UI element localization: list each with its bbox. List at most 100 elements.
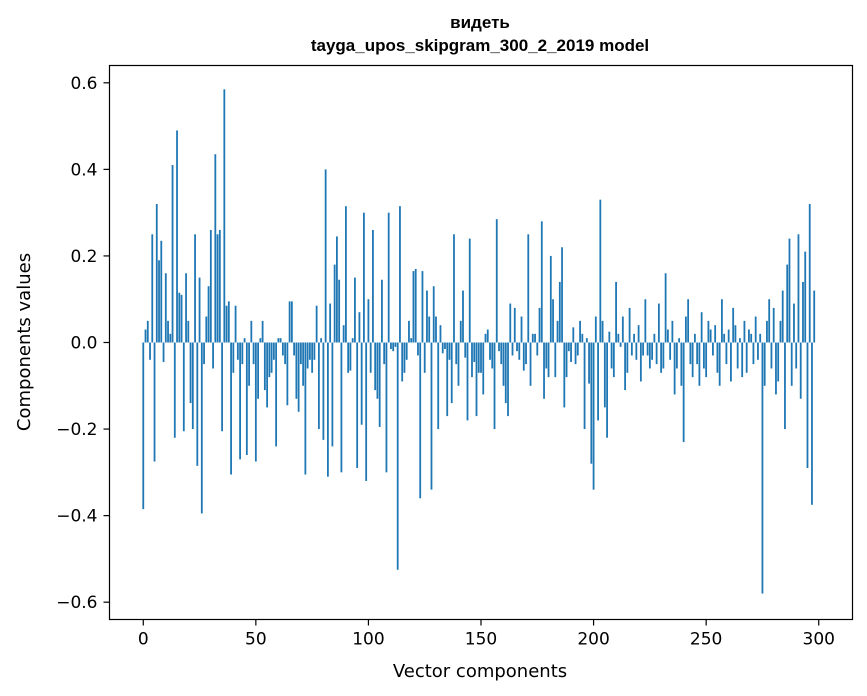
bar	[558, 281, 561, 343]
bar	[421, 271, 424, 343]
bar	[324, 169, 327, 343]
bar	[657, 303, 660, 343]
bar	[423, 342, 426, 373]
bar	[250, 320, 253, 343]
chart-title: видеть	[450, 13, 510, 32]
bar	[331, 342, 334, 447]
bar	[768, 299, 771, 343]
bar	[732, 307, 735, 343]
bar	[500, 342, 503, 365]
bar	[279, 338, 282, 343]
bar	[383, 342, 386, 365]
bar	[563, 342, 566, 408]
bar	[223, 89, 226, 343]
y-axis-ticks: 0.6 0.4 0.2 0.0 −0.2 −0.4 −0.6	[56, 74, 110, 613]
bar	[227, 301, 230, 343]
bar	[543, 342, 545, 399]
bar	[214, 154, 217, 343]
bar	[216, 234, 219, 343]
y-tick-label: 0.2	[70, 247, 97, 267]
bar	[642, 342, 645, 356]
bar	[608, 331, 611, 343]
bar	[232, 342, 235, 373]
bar	[502, 342, 505, 386]
bar	[554, 342, 557, 378]
bar	[664, 273, 667, 343]
bar	[304, 342, 307, 475]
bar	[707, 320, 710, 343]
bar	[655, 342, 658, 365]
bar	[786, 264, 789, 343]
bar	[338, 279, 341, 343]
bar	[342, 325, 345, 343]
bar	[457, 342, 460, 386]
bar	[158, 260, 160, 343]
bar	[617, 333, 620, 343]
bar	[671, 320, 674, 343]
bar	[396, 342, 399, 570]
bar	[626, 342, 629, 373]
bar	[588, 342, 590, 384]
bar	[531, 333, 534, 343]
bar	[153, 342, 156, 462]
bar	[293, 342, 296, 356]
bar	[347, 342, 350, 373]
bar	[660, 342, 663, 373]
bar	[459, 320, 462, 343]
x-tick-label: 150	[465, 630, 497, 650]
bar	[579, 320, 581, 343]
bar	[207, 286, 210, 343]
bar	[522, 342, 525, 371]
bar	[313, 342, 316, 360]
y-tick-label: 0.6	[70, 74, 97, 94]
bar	[576, 342, 579, 356]
bar	[689, 342, 692, 365]
bar	[369, 342, 372, 373]
bar	[385, 342, 388, 473]
bar	[327, 342, 329, 477]
bar	[491, 342, 494, 369]
bar	[155, 204, 158, 343]
bar	[775, 342, 777, 395]
bar	[455, 342, 458, 365]
bar	[621, 316, 624, 343]
bar	[358, 312, 361, 343]
bar	[428, 316, 431, 343]
bar	[176, 130, 178, 343]
bar	[376, 342, 379, 399]
bar	[529, 342, 532, 386]
bar	[405, 342, 408, 360]
bar	[417, 342, 419, 356]
bar	[322, 342, 325, 440]
bar	[408, 320, 410, 343]
bar	[444, 342, 446, 349]
bar	[804, 251, 807, 343]
bar	[329, 303, 332, 343]
bar	[453, 234, 455, 343]
bar	[403, 342, 406, 373]
bar	[552, 299, 554, 343]
bar	[592, 342, 595, 490]
bar	[777, 342, 780, 382]
bar	[518, 342, 521, 360]
bar	[813, 290, 816, 343]
bar	[252, 342, 255, 365]
bar	[432, 286, 435, 343]
bar	[446, 342, 449, 417]
bar	[164, 273, 167, 343]
bar	[317, 342, 320, 430]
bar	[306, 342, 309, 369]
bar	[700, 312, 703, 343]
bar	[236, 342, 239, 360]
bar	[750, 333, 753, 343]
bar	[513, 307, 516, 343]
bar	[498, 342, 500, 352]
bar	[173, 342, 176, 438]
bar	[171, 165, 174, 343]
bar	[653, 333, 656, 343]
bar	[182, 342, 185, 432]
x-tick-label: 300	[803, 630, 835, 650]
bar	[678, 338, 681, 343]
bar	[547, 342, 550, 378]
bar	[680, 342, 683, 386]
